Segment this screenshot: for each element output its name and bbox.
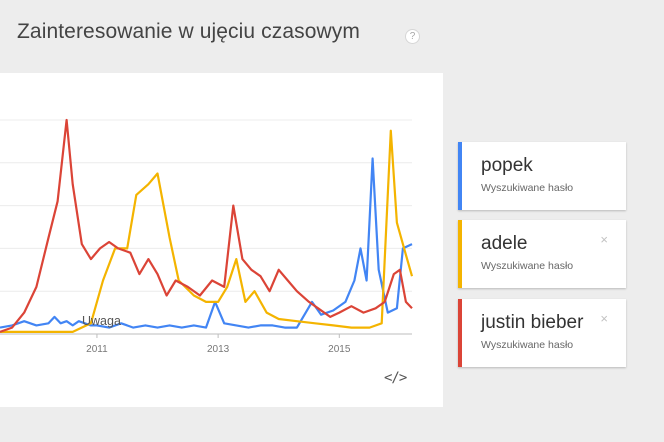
series-line-justin-bieber [0,118,413,333]
term-card-adele[interactable]: adele Wyszukiwane hasło × [458,220,626,288]
series-color-bar [458,220,462,288]
term-name: adele [481,233,528,254]
series-line-adele [0,129,414,333]
term-subtitle: Wyszukiwane hasło [481,339,574,351]
interest-over-time-chart [0,118,414,338]
chart-card: 2011 2013 2015 Uwaga </> [0,73,443,407]
help-icon[interactable]: ? [405,29,420,44]
x-tick-label: 2013 [206,344,230,355]
x-tick-label: 2015 [328,344,351,355]
section-title: Zainteresowanie w ujęciu czasowym [17,20,360,43]
term-name: popek [481,155,533,176]
series-color-bar [458,142,462,210]
remove-term-icon[interactable]: × [600,232,608,247]
annotation-label[interactable]: Uwaga [82,314,121,328]
series-color-bar [458,299,462,367]
term-subtitle: Wyszukiwane hasło [481,260,574,272]
term-subtitle: Wyszukiwane hasło [481,182,574,194]
x-tick-label: 2011 [86,344,108,355]
term-name: justin bieber [481,312,584,333]
embed-code-icon[interactable]: </> [384,370,407,386]
term-card-justin-bieber[interactable]: justin bieber Wyszukiwane hasło × [458,299,626,367]
term-card-popek[interactable]: popek Wyszukiwane hasło [458,142,626,210]
remove-term-icon[interactable]: × [600,311,608,326]
series-line-popek [0,157,413,329]
